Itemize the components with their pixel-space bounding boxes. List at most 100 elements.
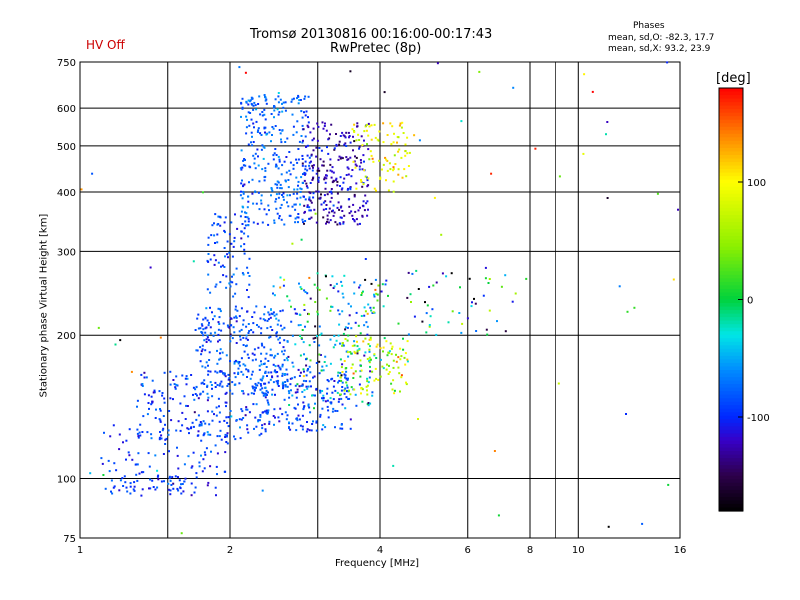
colorbar-segment (719, 299, 743, 304)
data-point (163, 480, 165, 483)
data-point (246, 266, 249, 269)
data-point (301, 154, 304, 157)
data-point (242, 192, 245, 195)
data-point (203, 451, 206, 454)
data-point (245, 408, 248, 411)
data-point (269, 316, 272, 319)
colorbar-segment (719, 433, 743, 438)
data-point (242, 344, 245, 346)
data-point (209, 433, 212, 436)
data-point (309, 297, 312, 300)
colorbar-segment (719, 197, 743, 202)
data-point (313, 341, 316, 343)
data-point (258, 180, 261, 183)
data-point (231, 337, 234, 340)
data-point (258, 419, 261, 422)
data-point (280, 173, 283, 176)
data-point (133, 485, 136, 488)
data-point (353, 193, 356, 196)
data-point (367, 208, 369, 211)
data-point (282, 192, 285, 195)
data-point (241, 410, 244, 413)
data-point (256, 324, 258, 326)
data-point (291, 205, 294, 208)
data-point (177, 467, 180, 470)
data-point (282, 346, 285, 349)
data-point (209, 465, 212, 468)
data-point (319, 391, 322, 394)
data-point (607, 525, 610, 528)
data-point (291, 377, 294, 380)
colorbar-segment (719, 429, 743, 435)
data-point (264, 371, 267, 374)
data-point (288, 151, 291, 153)
colorbar-tick-label: 0 (747, 296, 753, 307)
colorbar-segment (719, 260, 743, 265)
data-point (138, 431, 141, 434)
data-point (390, 347, 393, 350)
data-point (242, 206, 245, 209)
data-point (252, 154, 255, 157)
data-point (301, 124, 304, 127)
colorbar-segment (719, 172, 743, 177)
data-point (257, 346, 260, 349)
data-point (312, 127, 315, 130)
data-point (264, 410, 267, 413)
data-point (224, 216, 227, 219)
data-point (232, 245, 235, 248)
data-point (327, 409, 330, 412)
data-point (211, 395, 214, 398)
data-point (195, 472, 198, 475)
data-point (408, 151, 411, 154)
data-point (405, 381, 407, 384)
data-point (399, 390, 401, 393)
data-point (366, 325, 369, 328)
data-point (310, 385, 312, 388)
data-point (152, 486, 155, 488)
data-point (246, 289, 248, 291)
colorbar-segment (719, 500, 743, 505)
data-point (366, 377, 369, 380)
data-point (303, 179, 306, 182)
data-point (244, 71, 247, 74)
data-point (431, 308, 434, 311)
data-point (400, 156, 403, 159)
data-point (328, 211, 331, 214)
data-point (214, 444, 217, 447)
data-point (275, 207, 278, 210)
data-point (263, 146, 266, 149)
data-point (265, 102, 268, 105)
data-point (241, 223, 244, 225)
data-point (276, 381, 279, 384)
data-point (207, 273, 210, 276)
data-point (257, 381, 260, 384)
data-point (325, 297, 328, 300)
data-point (335, 177, 338, 180)
colorbar-segment (719, 359, 743, 364)
colorbar-segment (719, 218, 743, 223)
data-point (311, 394, 313, 397)
data-point (440, 233, 443, 236)
data-point (227, 425, 230, 428)
colorbar-segment (719, 440, 743, 445)
data-point (200, 382, 203, 385)
data-point (299, 286, 302, 289)
data-point (326, 193, 329, 196)
data-point (284, 373, 286, 375)
colorbar-segment (719, 200, 743, 205)
data-point (324, 122, 326, 125)
data-point (362, 340, 365, 343)
data-point (270, 308, 272, 311)
data-point (397, 150, 400, 153)
data-point (118, 433, 121, 436)
data-point (250, 329, 253, 331)
data-point (181, 374, 184, 377)
data-point (201, 344, 204, 347)
data-point (339, 358, 342, 361)
data-point (367, 343, 370, 346)
data-point (393, 389, 396, 392)
data-point (228, 326, 231, 329)
data-point (211, 387, 213, 390)
data-point (264, 386, 267, 389)
data-point (327, 416, 330, 419)
